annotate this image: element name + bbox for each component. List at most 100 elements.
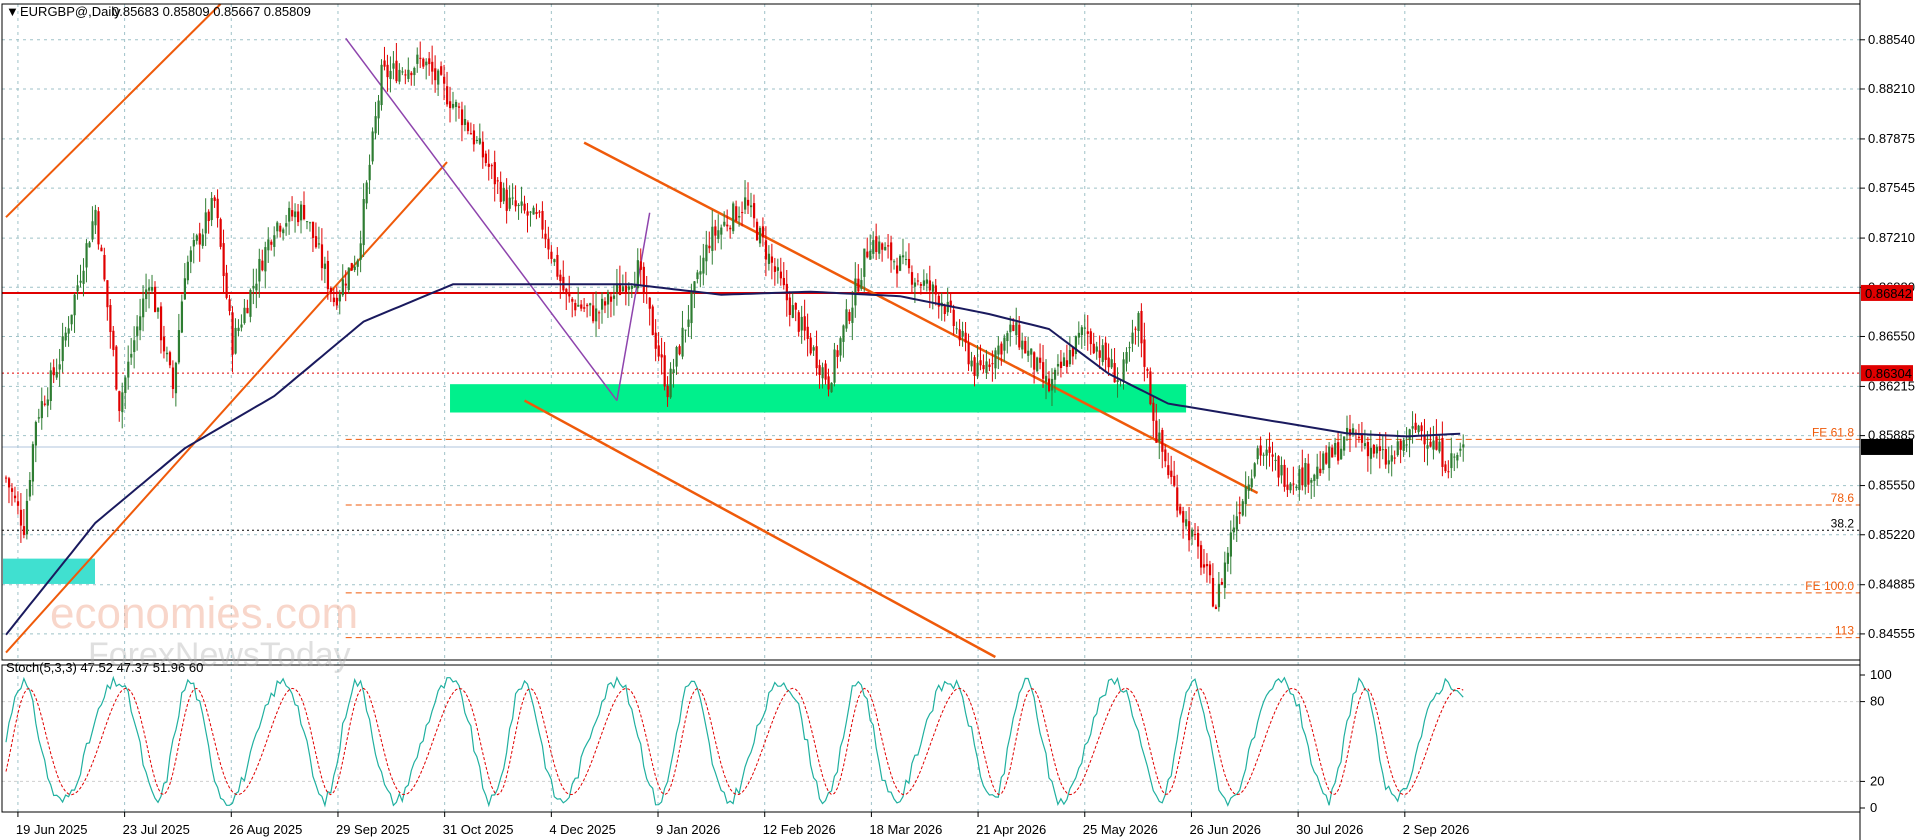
candle-body [1363, 443, 1367, 447]
price-tick-label: 0.85550 [1868, 478, 1915, 493]
candle-body [1170, 470, 1173, 477]
candle-body [243, 307, 246, 324]
candle-body [1417, 425, 1420, 433]
candle-body [881, 243, 884, 250]
candle-body [240, 324, 243, 328]
candle-body [1024, 340, 1027, 354]
candle-body [466, 122, 470, 132]
candle-body [133, 340, 136, 353]
candle-body [1369, 447, 1373, 459]
candle-body [198, 233, 201, 245]
candle-body [1360, 434, 1364, 443]
candle-body [705, 244, 708, 262]
candle-body [1441, 437, 1444, 467]
stoch-tick-label: 0 [1870, 800, 1877, 815]
candle-body [1134, 328, 1137, 330]
dotted-level-tag [1861, 365, 1913, 382]
time-tick-label: 4 Dec 2025 [549, 822, 616, 837]
candle-body [362, 199, 365, 246]
candle-body [1393, 457, 1396, 459]
candle-body [308, 222, 312, 224]
candle-body [1301, 467, 1304, 486]
candle-body [952, 309, 955, 327]
candle-body [571, 298, 574, 302]
candle-body [252, 285, 255, 289]
candle-body [1271, 454, 1274, 457]
candle-body [767, 253, 771, 264]
candle-body [1089, 331, 1092, 345]
candle-body [139, 316, 142, 331]
time-tick-label: 23 Jul 2025 [123, 822, 190, 837]
candle-body [916, 280, 920, 282]
candle-body [1435, 436, 1438, 450]
fib-label: 113 [1835, 624, 1854, 638]
candle-body [1188, 521, 1191, 541]
price-tick-label: 0.87875 [1868, 131, 1915, 146]
time-tick-label: 2 Sep 2026 [1403, 822, 1470, 837]
candle-body [639, 261, 642, 270]
collapse-arrow-icon[interactable]: ▼ [6, 4, 19, 19]
candle-body [1322, 453, 1325, 471]
fib-label: FE 61.8 [1812, 425, 1854, 439]
candle-body [25, 500, 29, 535]
candle-body [1158, 432, 1161, 442]
candle-body [490, 165, 493, 167]
candle-body [642, 266, 645, 293]
candle-body [1006, 333, 1009, 342]
candle-body [1226, 552, 1229, 564]
candle-body [222, 243, 225, 277]
candle-body [958, 329, 961, 341]
candle-body [55, 371, 58, 378]
candle-body [1152, 402, 1155, 421]
candle-body [1185, 519, 1188, 527]
candle-body [812, 347, 815, 351]
stoch-tick-label: 100 [1870, 667, 1892, 682]
candle-body [1387, 460, 1390, 465]
candle-body [88, 242, 91, 248]
candle-body [7, 478, 11, 488]
candle-body [973, 357, 976, 376]
candle-body [1250, 478, 1253, 488]
candle-body [553, 259, 556, 263]
candle-body [922, 280, 926, 286]
candle-body [282, 229, 285, 234]
candle-body [878, 241, 881, 254]
candle-body [180, 301, 184, 333]
candle-body [303, 204, 306, 220]
candle-body [79, 280, 82, 283]
candle-body [82, 270, 85, 284]
candle-body [1420, 425, 1423, 432]
candle-body [1000, 343, 1003, 355]
candle-body [52, 367, 55, 376]
candle-body [267, 239, 270, 251]
candle-body [1295, 486, 1298, 489]
candle-body [857, 278, 860, 292]
candle-body [1399, 440, 1402, 450]
candle-body [595, 308, 598, 322]
candle-body [1074, 336, 1078, 354]
watermark-sub: ForexNewsToday [88, 636, 351, 674]
candle-body [437, 70, 440, 85]
candle-body [1045, 375, 1048, 382]
candle-body [85, 243, 88, 268]
candle-body [899, 255, 902, 271]
candle-body [1390, 455, 1393, 462]
candle-body [732, 203, 735, 232]
candle-body [621, 286, 625, 292]
candle-body [365, 182, 368, 204]
candle-body [300, 204, 303, 221]
candle-body [1155, 420, 1158, 443]
candle-body [887, 245, 890, 247]
candle-body [1071, 347, 1075, 357]
candle-body [16, 501, 20, 506]
candle-body [323, 263, 327, 269]
candle-body [806, 326, 809, 339]
candle-body [440, 66, 443, 75]
candle-body [636, 260, 639, 289]
candle-body [779, 271, 782, 279]
candle-body [76, 285, 79, 292]
candle-body [675, 347, 678, 367]
candle-body [1214, 606, 1218, 610]
candle-body [127, 361, 130, 378]
candle-body [1146, 369, 1149, 371]
